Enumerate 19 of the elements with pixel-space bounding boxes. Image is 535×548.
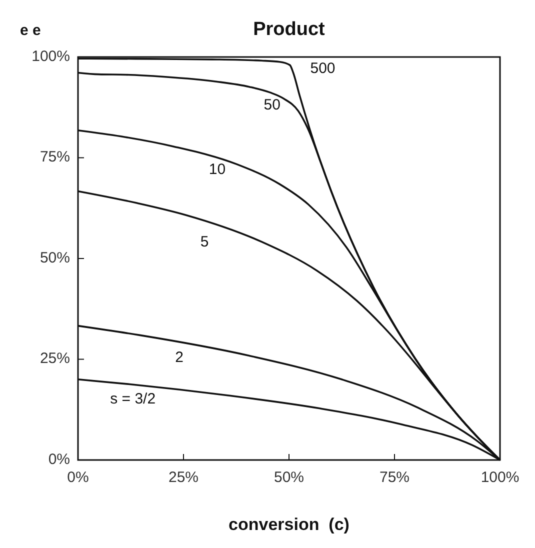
chart-title: Product bbox=[253, 19, 326, 40]
y-tick-label: 100% bbox=[32, 48, 70, 65]
series-label: 500 bbox=[310, 60, 336, 78]
x-axis-title: conversion (c) bbox=[228, 515, 350, 534]
x-tick-label: 50% bbox=[274, 469, 304, 486]
series-label: 5 bbox=[200, 233, 209, 250]
series-label: 10 bbox=[208, 160, 226, 178]
series-label: 2 bbox=[175, 349, 184, 366]
y-tick-label: 25% bbox=[40, 350, 70, 368]
y-tick-label: 75% bbox=[40, 148, 70, 166]
y-tick-label: 50% bbox=[40, 249, 70, 266]
series-label: 50 bbox=[264, 96, 280, 114]
x-tick-label: 25% bbox=[168, 469, 199, 486]
x-tick-label: 75% bbox=[379, 469, 410, 486]
x-tick-label: 0% bbox=[67, 469, 89, 486]
y-tick-label: 0% bbox=[48, 450, 70, 468]
y-axis-title: e e bbox=[20, 22, 41, 39]
x-tick-label: 100% bbox=[480, 469, 520, 486]
series-label: s = 3/2 bbox=[110, 390, 156, 408]
